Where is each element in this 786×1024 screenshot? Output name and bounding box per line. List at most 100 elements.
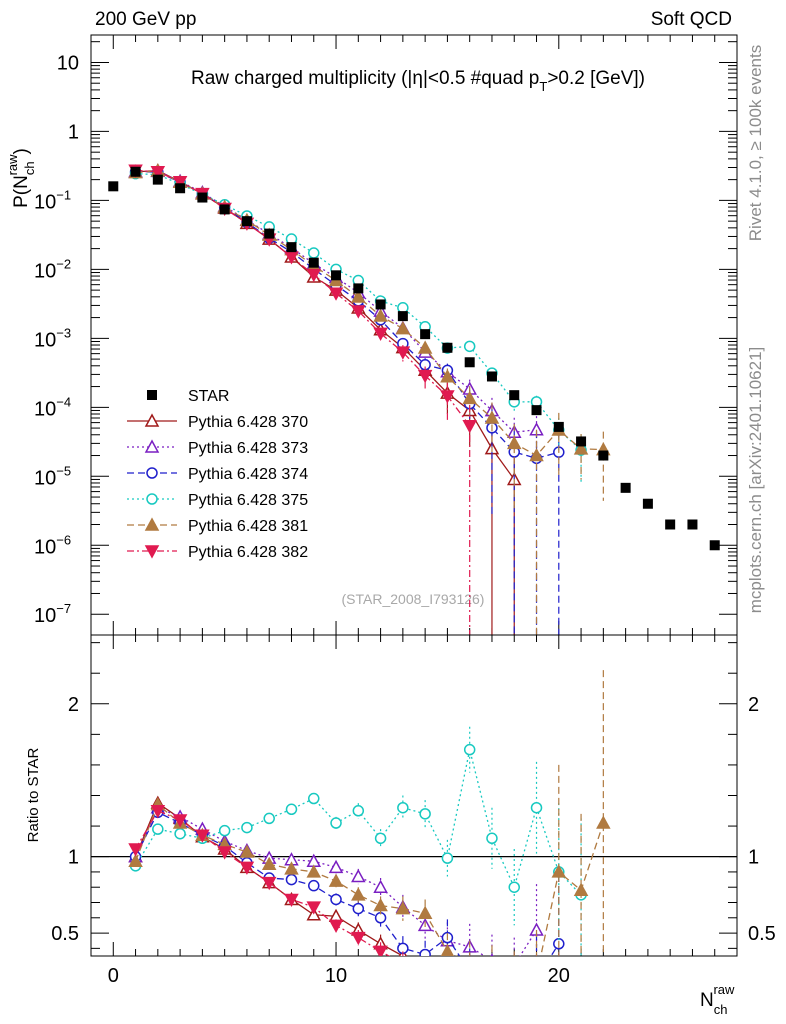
legend-marker xyxy=(144,517,160,531)
analysis-watermark: (STAR_2008_I793126) xyxy=(342,591,485,607)
ratio-axis-label: Ratio to STAR xyxy=(25,747,42,842)
ratio-tick-label: 0.5 xyxy=(51,923,79,945)
star-data-point xyxy=(665,519,676,530)
star-data-point xyxy=(108,181,119,192)
x-tick-label: 0 xyxy=(108,965,119,987)
legend-marker xyxy=(144,439,160,453)
star-data-point xyxy=(152,174,163,185)
star-data-point xyxy=(486,371,497,382)
ratio-marker xyxy=(308,879,320,892)
ratio-marker xyxy=(239,861,255,875)
ratio-marker xyxy=(195,829,210,843)
ratio-marker xyxy=(284,893,299,908)
legend-label: Pythia 6.428 373 xyxy=(188,440,308,457)
legend-label: Pythia 6.428 370 xyxy=(188,414,308,431)
main-marker xyxy=(484,410,500,424)
ratio-marker xyxy=(374,832,387,845)
star-data-point xyxy=(130,166,141,177)
main-marker xyxy=(395,320,411,335)
ratio-marker xyxy=(217,846,232,860)
ratio-marker xyxy=(306,864,322,878)
y-tick-label: 10−7 xyxy=(34,601,71,627)
main-marker xyxy=(463,340,476,353)
legend-marker xyxy=(146,467,158,479)
main-marker xyxy=(440,369,455,383)
ratio-series-line xyxy=(134,803,604,956)
star-data-point xyxy=(687,519,698,530)
star-data-point xyxy=(464,357,475,368)
y-tick-label: 10−6 xyxy=(34,532,71,558)
main-marker xyxy=(351,289,366,303)
star-data-point xyxy=(598,450,609,461)
x-axis-label: Nchraw xyxy=(700,982,735,1017)
ratio-marker xyxy=(239,844,255,858)
ratio-marker xyxy=(328,859,344,874)
ratio-marker xyxy=(330,817,342,829)
ratio-marker xyxy=(490,953,494,956)
star-data-point xyxy=(642,498,653,509)
main-panel: 10 1 10−1 10−2 10−3 10−4 10−5 10−6 10−7 xyxy=(34,34,738,636)
ratio-marker xyxy=(174,827,186,840)
ratio-marker xyxy=(306,901,322,915)
ratio-marker xyxy=(284,861,299,875)
main-marker xyxy=(351,305,366,319)
ratio-tick-label: 2 xyxy=(68,694,79,716)
star-data-point xyxy=(331,270,342,281)
y-tick-label: 10−4 xyxy=(34,394,71,420)
y-tick-label: 10 xyxy=(57,52,79,74)
ratio-tick-label-right: 1 xyxy=(748,847,759,869)
ratio-marker xyxy=(128,843,143,857)
star-data-point xyxy=(219,204,230,215)
main-marker xyxy=(172,176,188,190)
chart-title: Raw charged multiplicity (|η|<0.5 #quad … xyxy=(191,68,645,94)
legend-marker xyxy=(147,390,157,400)
svg-text:Nchraw: Nchraw xyxy=(700,982,735,1017)
ratio-panel: 0.5 0.51 12 20 10 20 xyxy=(51,634,776,987)
header-right: Soft QCD xyxy=(651,9,732,30)
ratio-marker xyxy=(330,893,342,906)
ratio-marker xyxy=(351,887,366,901)
ratio-marker xyxy=(218,824,231,837)
star-data-point xyxy=(420,329,431,340)
ratio-marker xyxy=(285,803,298,816)
x-tick-label: 20 xyxy=(548,965,570,987)
star-data-point xyxy=(197,192,208,203)
main-marker xyxy=(308,247,320,259)
ratio-marker xyxy=(596,815,611,829)
legend-entry: STAR xyxy=(147,388,229,405)
y-tick-label: 10−2 xyxy=(34,256,71,282)
legend-entry: Pythia 6.428 375 xyxy=(127,492,308,509)
star-data-point xyxy=(375,299,386,310)
ratio-marker xyxy=(419,808,431,820)
star-data-point xyxy=(709,540,720,551)
main-marker xyxy=(373,308,388,322)
star-data-point xyxy=(286,242,297,253)
legend-entry: Pythia 6.428 373 xyxy=(127,439,308,457)
ratio-marker xyxy=(172,814,188,828)
ratio-marker xyxy=(486,832,498,845)
ratio-marker xyxy=(308,792,320,805)
main-marker xyxy=(328,287,344,301)
legend-entry: Pythia 6.428 374 xyxy=(127,466,308,483)
ratio-marker xyxy=(463,743,476,756)
svg-text:Ratio to STAR: Ratio to STAR xyxy=(25,747,42,842)
y-axis-label: P(Nchraw) xyxy=(5,148,37,208)
star-data-point xyxy=(531,405,542,416)
ratio-marker xyxy=(261,876,277,891)
legend-entry: Pythia 6.428 370 xyxy=(127,413,308,431)
ratio-marker xyxy=(373,879,388,893)
ratio-marker xyxy=(150,805,166,819)
ratio-marker xyxy=(241,821,253,834)
ratio-series-5 xyxy=(128,805,404,956)
ratio-marker xyxy=(328,873,344,887)
legend-label: STAR xyxy=(188,388,229,405)
ratio-tick-label: 1 xyxy=(68,847,79,869)
star-data-point xyxy=(509,390,520,401)
ratio-marker xyxy=(573,882,589,897)
ratio-marker xyxy=(395,901,411,915)
ratio-marker xyxy=(328,919,344,933)
ratio-marker xyxy=(373,945,388,956)
ratio-marker xyxy=(441,852,454,864)
